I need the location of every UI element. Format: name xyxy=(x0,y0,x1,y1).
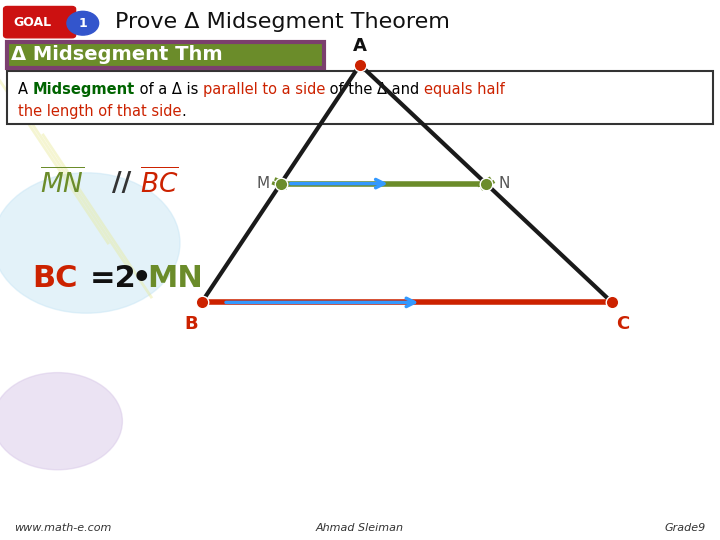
Text: of a Δ is: of a Δ is xyxy=(135,82,203,97)
Text: parallel to a side: parallel to a side xyxy=(203,82,325,97)
Text: Midsegment: Midsegment xyxy=(32,82,135,97)
Text: Δ Midsegment Thm: Δ Midsegment Thm xyxy=(11,45,222,64)
FancyBboxPatch shape xyxy=(7,71,713,124)
Text: of the Δ and: of the Δ and xyxy=(325,82,424,97)
Text: N: N xyxy=(498,176,510,191)
Text: A: A xyxy=(18,82,32,97)
FancyBboxPatch shape xyxy=(4,6,76,38)
FancyBboxPatch shape xyxy=(7,42,324,68)
Text: GOAL: GOAL xyxy=(14,16,51,29)
Circle shape xyxy=(67,11,99,35)
Circle shape xyxy=(0,173,180,313)
Text: 1: 1 xyxy=(78,17,87,30)
Text: M: M xyxy=(256,176,269,191)
Text: A: A xyxy=(353,37,367,55)
Text: MN: MN xyxy=(148,264,203,293)
Circle shape xyxy=(0,373,122,470)
Text: Prove Δ Midsegment Theorem: Prove Δ Midsegment Theorem xyxy=(115,12,450,32)
Text: $\overline{MN}$: $\overline{MN}$ xyxy=(40,168,84,199)
Text: equals half: equals half xyxy=(424,82,505,97)
Text: C: C xyxy=(616,315,629,333)
Text: //: // xyxy=(112,171,131,197)
Text: the length of that side: the length of that side xyxy=(18,104,181,119)
Text: .: . xyxy=(181,104,186,119)
Text: BC: BC xyxy=(32,264,78,293)
Text: B: B xyxy=(184,315,197,333)
Text: Ahmad Sleiman: Ahmad Sleiman xyxy=(316,523,404,533)
Text: •: • xyxy=(132,264,151,293)
Text: Grade9: Grade9 xyxy=(665,523,706,533)
Text: www.math-e.com: www.math-e.com xyxy=(14,523,112,533)
Text: =2: =2 xyxy=(90,264,137,293)
Text: $\overline{BC}$: $\overline{BC}$ xyxy=(140,168,179,199)
